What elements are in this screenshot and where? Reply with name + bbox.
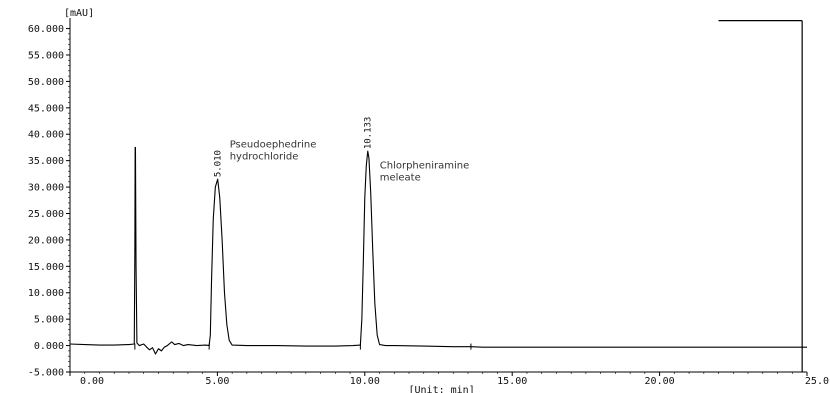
y-tick-labels: -5.000 0.000 5.000 10.000 15.000 20.000 25.000…: [28, 24, 64, 378]
peak-label: 5.010: [214, 150, 224, 177]
y-tick-label: 45.000: [28, 103, 64, 114]
y-tick-label: 0.000: [34, 341, 64, 352]
x-tick-label: 20.00: [645, 376, 675, 387]
x-axis-label: [Unit: min]: [409, 385, 475, 393]
y-tick-label: 40.000: [28, 130, 64, 141]
x-tick-labels: 0.00 5.00 10.00 15.00 20.00 25.0: [80, 376, 829, 387]
x-tick-label: 0.00: [80, 376, 104, 387]
tick-marks: [66, 28, 808, 376]
y-tick-label: 25.000: [28, 209, 64, 220]
y-tick-label: 60.000: [28, 24, 64, 35]
y-tick-label: 10.000: [28, 288, 64, 299]
y-tick-label: 55.000: [28, 50, 64, 61]
peak-labels: 5.010 10.133: [214, 117, 374, 178]
y-tick-label: 30.000: [28, 183, 64, 194]
x-tick-label: 15.00: [497, 376, 527, 387]
compound-annotation: Pseudoephedrine hydrochloride: [230, 139, 317, 162]
y-tick-label: 15.000: [28, 262, 64, 273]
top-right-marker: [718, 20, 803, 372]
y-tick-label: -5.000: [28, 368, 64, 379]
y-tick-label: 50.000: [28, 77, 64, 88]
y-tick-label: 20.000: [28, 235, 64, 246]
compound-annotations: Pseudoephedrine hydrochloride Chlorphenira…: [230, 139, 470, 183]
x-tick-label: 10.00: [350, 376, 380, 387]
event-marks: [134, 343, 472, 350]
x-tick-label: 5.00: [205, 376, 229, 387]
annotation-line: Chlorpheniramine: [380, 161, 470, 172]
annotation-line: hydrochloride: [230, 151, 299, 162]
peak-label: 10.133: [364, 117, 374, 150]
y-axis-label: [mAU]: [64, 8, 94, 19]
y-tick-label: 35.000: [28, 156, 64, 167]
series-line-0: [69, 146, 807, 355]
annotation-line: Pseudoephedrine: [230, 139, 317, 150]
axes: [69, 18, 807, 373]
x-tick-label: 25.0: [805, 376, 829, 387]
compound-annotation: Chlorpheniramine meleate: [380, 161, 470, 184]
series-group: [69, 146, 807, 355]
annotation-line: meleate: [380, 173, 421, 184]
y-tick-label: 5.000: [34, 315, 64, 326]
